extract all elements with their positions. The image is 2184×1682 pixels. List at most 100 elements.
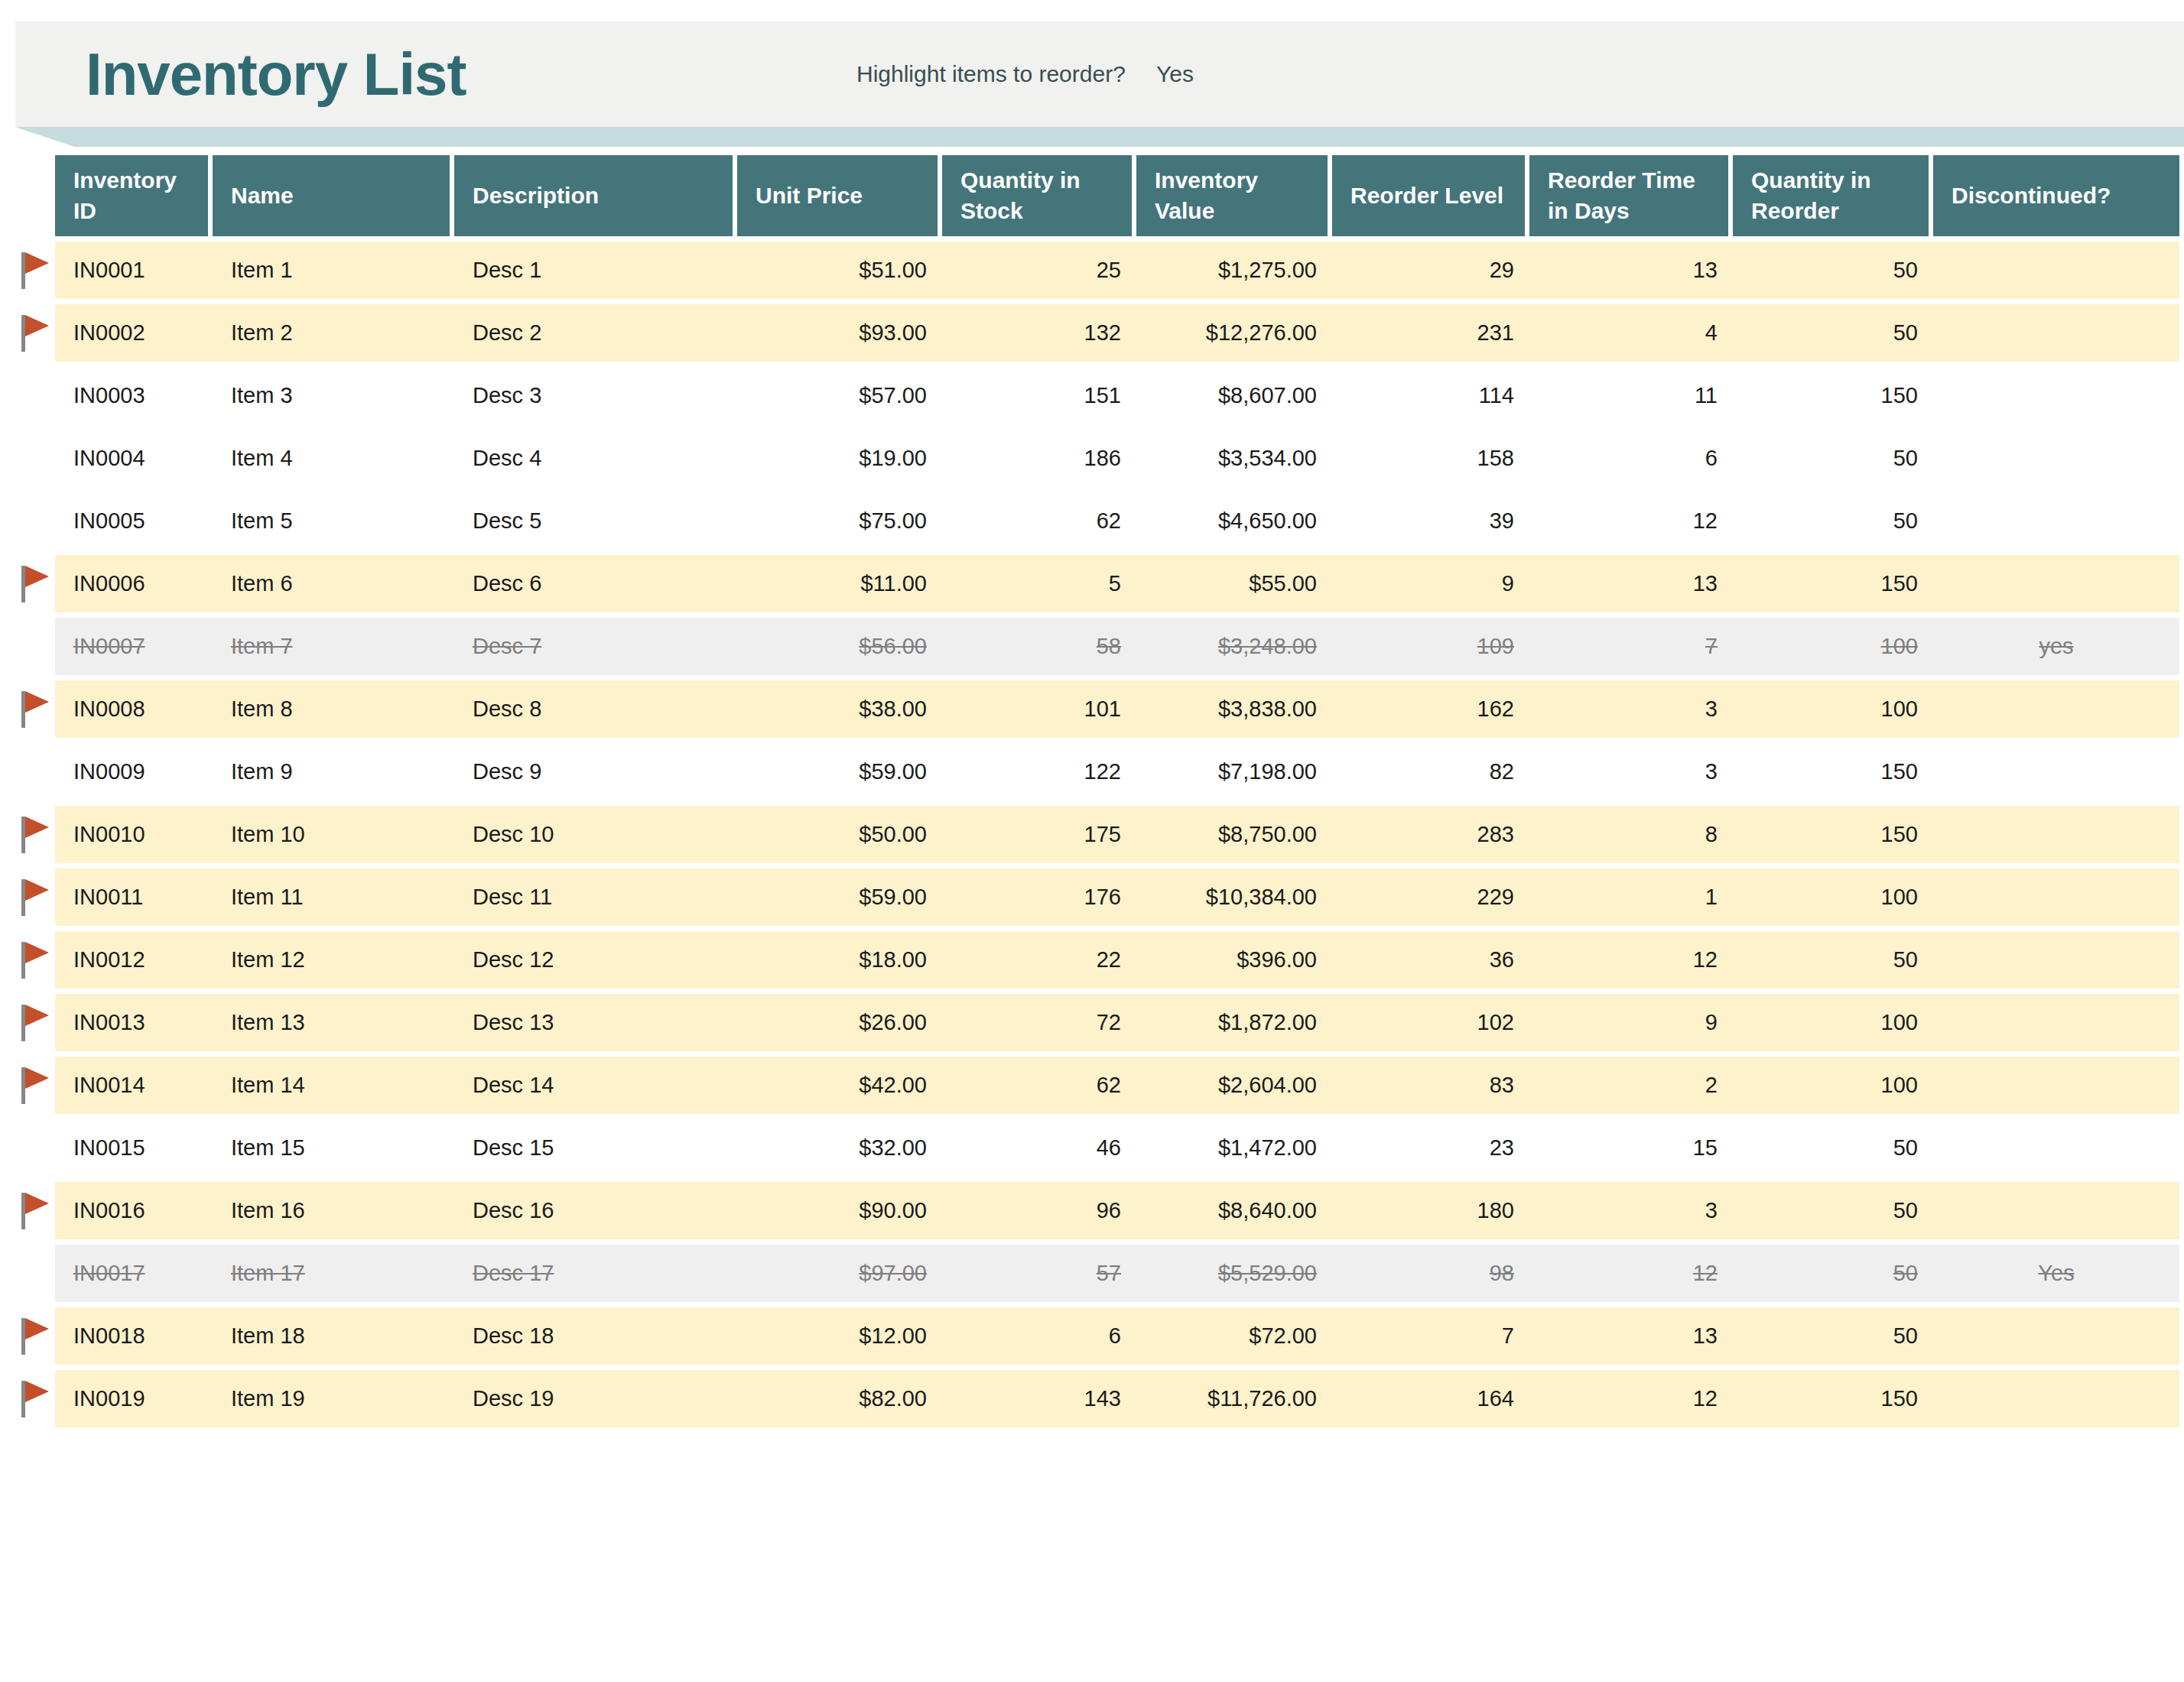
- cell-reorder_level[interactable]: 164: [1332, 1370, 1529, 1427]
- cell-name[interactable]: Item 14: [213, 1057, 454, 1114]
- cell-reorder_time[interactable]: 13: [1529, 242, 1733, 299]
- cell-qty_stock[interactable]: 57: [942, 1245, 1136, 1302]
- cell-id[interactable]: IN0003: [55, 367, 213, 424]
- cell-name[interactable]: Item 6: [213, 555, 454, 612]
- cell-reorder_time[interactable]: 9: [1529, 994, 1733, 1051]
- cell-qty_reorder[interactable]: 150: [1733, 806, 1933, 863]
- cell-reorder_time[interactable]: 3: [1529, 1182, 1733, 1239]
- cell-qty_reorder[interactable]: 100: [1733, 994, 1933, 1051]
- cell-desc[interactable]: Desc 7: [454, 618, 737, 675]
- cell-price[interactable]: $18.00: [737, 931, 942, 989]
- cell-reorder_level[interactable]: 102: [1332, 994, 1529, 1051]
- cell-value[interactable]: $3,534.00: [1136, 430, 1332, 487]
- cell-id[interactable]: IN0016: [55, 1182, 213, 1239]
- column-header-id[interactable]: Inventory ID: [55, 155, 213, 236]
- cell-discontinued[interactable]: [1933, 555, 2179, 612]
- cell-reorder_time[interactable]: 6: [1529, 430, 1733, 487]
- cell-qty_stock[interactable]: 96: [942, 1182, 1136, 1239]
- cell-qty_stock[interactable]: 72: [942, 994, 1136, 1051]
- cell-discontinued[interactable]: [1933, 680, 2179, 738]
- cell-value[interactable]: $11,726.00: [1136, 1370, 1332, 1427]
- cell-id[interactable]: IN0011: [55, 869, 213, 926]
- cell-price[interactable]: $11.00: [737, 555, 942, 612]
- cell-name[interactable]: Item 17: [213, 1245, 454, 1302]
- cell-qty_reorder[interactable]: 50: [1733, 1182, 1933, 1239]
- column-header-desc[interactable]: Description: [454, 155, 737, 236]
- cell-value[interactable]: $3,838.00: [1136, 680, 1332, 738]
- cell-price[interactable]: $50.00: [737, 806, 942, 863]
- cell-reorder_level[interactable]: 162: [1332, 680, 1529, 738]
- cell-reorder_level[interactable]: 82: [1332, 743, 1529, 800]
- cell-desc[interactable]: Desc 3: [454, 367, 737, 424]
- cell-reorder_level[interactable]: 98: [1332, 1245, 1529, 1302]
- cell-value[interactable]: $396.00: [1136, 931, 1332, 989]
- cell-qty_stock[interactable]: 176: [942, 869, 1136, 926]
- cell-id[interactable]: IN0006: [55, 555, 213, 612]
- cell-qty_reorder[interactable]: 100: [1733, 680, 1933, 738]
- cell-desc[interactable]: Desc 14: [454, 1057, 737, 1114]
- cell-discontinued[interactable]: [1933, 806, 2179, 863]
- cell-desc[interactable]: Desc 6: [454, 555, 737, 612]
- cell-name[interactable]: Item 19: [213, 1370, 454, 1427]
- cell-desc[interactable]: Desc 19: [454, 1370, 737, 1427]
- cell-desc[interactable]: Desc 9: [454, 743, 737, 800]
- cell-price[interactable]: $75.00: [737, 492, 942, 550]
- cell-name[interactable]: Item 3: [213, 367, 454, 424]
- cell-qty_reorder[interactable]: 150: [1733, 367, 1933, 424]
- cell-price[interactable]: $82.00: [737, 1370, 942, 1427]
- cell-reorder_time[interactable]: 8: [1529, 806, 1733, 863]
- cell-qty_reorder[interactable]: 50: [1733, 931, 1933, 989]
- cell-name[interactable]: Item 4: [213, 430, 454, 487]
- column-header-qty_reorder[interactable]: Quantity in Reorder: [1733, 155, 1933, 236]
- cell-name[interactable]: Item 16: [213, 1182, 454, 1239]
- cell-name[interactable]: Item 9: [213, 743, 454, 800]
- cell-discontinued[interactable]: [1933, 869, 2179, 926]
- cell-qty_reorder[interactable]: 50: [1733, 1245, 1933, 1302]
- cell-id[interactable]: IN0007: [55, 618, 213, 675]
- cell-id[interactable]: IN0012: [55, 931, 213, 989]
- cell-desc[interactable]: Desc 15: [454, 1119, 737, 1177]
- cell-reorder_level[interactable]: 114: [1332, 367, 1529, 424]
- cell-qty_reorder[interactable]: 50: [1733, 492, 1933, 550]
- cell-reorder_time[interactable]: 3: [1529, 680, 1733, 738]
- cell-reorder_time[interactable]: 12: [1529, 1245, 1733, 1302]
- cell-name[interactable]: Item 11: [213, 869, 454, 926]
- highlight-items-value[interactable]: Yes: [1156, 21, 1194, 127]
- cell-qty_stock[interactable]: 6: [942, 1307, 1136, 1365]
- cell-value[interactable]: $5,529.00: [1136, 1245, 1332, 1302]
- cell-price[interactable]: $59.00: [737, 743, 942, 800]
- cell-qty_stock[interactable]: 151: [942, 367, 1136, 424]
- cell-reorder_time[interactable]: 13: [1529, 555, 1733, 612]
- cell-reorder_time[interactable]: 1: [1529, 869, 1733, 926]
- cell-price[interactable]: $90.00: [737, 1182, 942, 1239]
- cell-reorder_time[interactable]: 11: [1529, 367, 1733, 424]
- column-header-name[interactable]: Name: [213, 155, 454, 236]
- cell-reorder_time[interactable]: 15: [1529, 1119, 1733, 1177]
- cell-value[interactable]: $55.00: [1136, 555, 1332, 612]
- cell-name[interactable]: Item 12: [213, 931, 454, 989]
- column-header-qty_stock[interactable]: Quantity in Stock: [942, 155, 1136, 236]
- cell-price[interactable]: $38.00: [737, 680, 942, 738]
- cell-desc[interactable]: Desc 2: [454, 304, 737, 362]
- cell-name[interactable]: Item 1: [213, 242, 454, 299]
- cell-discontinued[interactable]: [1933, 743, 2179, 800]
- cell-value[interactable]: $1,275.00: [1136, 242, 1332, 299]
- cell-reorder_level[interactable]: 9: [1332, 555, 1529, 612]
- cell-reorder_time[interactable]: 4: [1529, 304, 1733, 362]
- cell-qty_stock[interactable]: 62: [942, 1057, 1136, 1114]
- cell-name[interactable]: Item 2: [213, 304, 454, 362]
- cell-qty_stock[interactable]: 101: [942, 680, 1136, 738]
- cell-name[interactable]: Item 5: [213, 492, 454, 550]
- cell-desc[interactable]: Desc 18: [454, 1307, 737, 1365]
- cell-desc[interactable]: Desc 17: [454, 1245, 737, 1302]
- cell-desc[interactable]: Desc 4: [454, 430, 737, 487]
- column-header-value[interactable]: Inventory Value: [1136, 155, 1332, 236]
- cell-id[interactable]: IN0018: [55, 1307, 213, 1365]
- cell-discontinued[interactable]: [1933, 1370, 2179, 1427]
- cell-qty_stock[interactable]: 62: [942, 492, 1136, 550]
- cell-desc[interactable]: Desc 16: [454, 1182, 737, 1239]
- cell-name[interactable]: Item 13: [213, 994, 454, 1051]
- cell-price[interactable]: $97.00: [737, 1245, 942, 1302]
- cell-qty_stock[interactable]: 122: [942, 743, 1136, 800]
- cell-reorder_time[interactable]: 7: [1529, 618, 1733, 675]
